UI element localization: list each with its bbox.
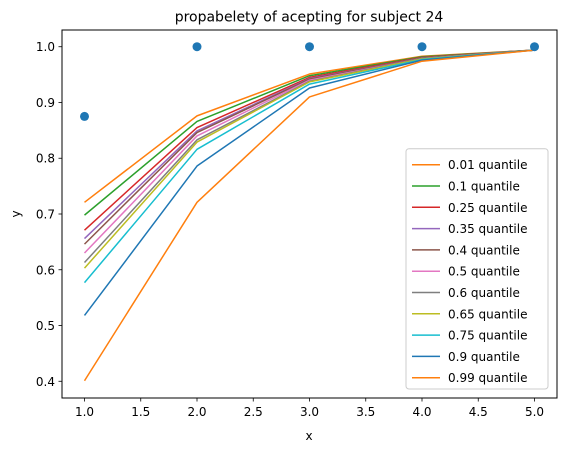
observed-point-0 bbox=[80, 111, 89, 121]
legend: 0.01 quantile 0.1 quantile 0.25 quantile 0.… bbox=[405, 148, 549, 390]
x-tick-label-4: 3.0 bbox=[300, 405, 319, 419]
observed-point-2 bbox=[305, 42, 314, 52]
legend-label-7: 0.65 quantile bbox=[448, 307, 527, 321]
x-axis-label: x bbox=[305, 429, 312, 443]
legend-label-5: 0.5 quantile bbox=[448, 265, 520, 279]
x-tick-label-6: 4.0 bbox=[412, 405, 431, 419]
y-tick-label-5: 0.9 bbox=[36, 96, 55, 110]
observed-point-3 bbox=[417, 42, 427, 52]
legend-label-9: 0.9 quantile bbox=[448, 350, 520, 364]
legend-label-4: 0.4 quantile bbox=[448, 243, 520, 257]
legend-label-10: 0.99 quantile bbox=[448, 371, 527, 385]
x-tick-label-7: 4.5 bbox=[469, 405, 488, 419]
y-tick-label-3: 0.7 bbox=[36, 208, 55, 222]
legend-label-3: 0.35 quantile bbox=[448, 222, 527, 236]
chart-title: propabelety of acepting for subject 24 bbox=[175, 10, 444, 26]
y-axis-label: y bbox=[9, 210, 23, 217]
y-tick-label-0: 0.4 bbox=[36, 375, 55, 389]
legend-label-8: 0.75 quantile bbox=[448, 329, 527, 343]
x-tick-label-8: 5.0 bbox=[525, 405, 544, 419]
y-axis-ticks: 0.4 0.5 0.6 0.7 0.8 0.9 1.0 bbox=[36, 40, 62, 389]
legend-label-2: 0.25 quantile bbox=[448, 201, 527, 215]
legend-label-0: 0.01 quantile bbox=[448, 158, 527, 172]
y-tick-label-1: 0.5 bbox=[36, 319, 55, 333]
legend-label-1: 0.1 quantile bbox=[448, 180, 520, 194]
x-tick-label-0: 1.0 bbox=[75, 405, 94, 419]
series-line-10 bbox=[83, 49, 535, 382]
y-tick-label-4: 0.8 bbox=[36, 152, 55, 166]
legend-label-6: 0.6 quantile bbox=[448, 286, 520, 300]
series-lines bbox=[83, 49, 535, 382]
observed-point-1 bbox=[192, 42, 202, 52]
legend-box bbox=[405, 148, 549, 390]
y-tick-label-2: 0.6 bbox=[36, 263, 55, 277]
y-tick-label-6: 1.0 bbox=[36, 40, 55, 54]
observed-points bbox=[80, 42, 539, 121]
x-tick-label-1: 1.5 bbox=[131, 405, 150, 419]
observed-point-4 bbox=[530, 42, 539, 52]
x-tick-label-2: 2.0 bbox=[187, 405, 206, 419]
x-axis-ticks: 1.0 1.5 2.0 2.5 3.0 3.5 4.0 4.5 5.0 bbox=[75, 398, 544, 419]
x-tick-label-5: 3.5 bbox=[356, 405, 375, 419]
x-tick-label-3: 2.5 bbox=[244, 405, 263, 419]
